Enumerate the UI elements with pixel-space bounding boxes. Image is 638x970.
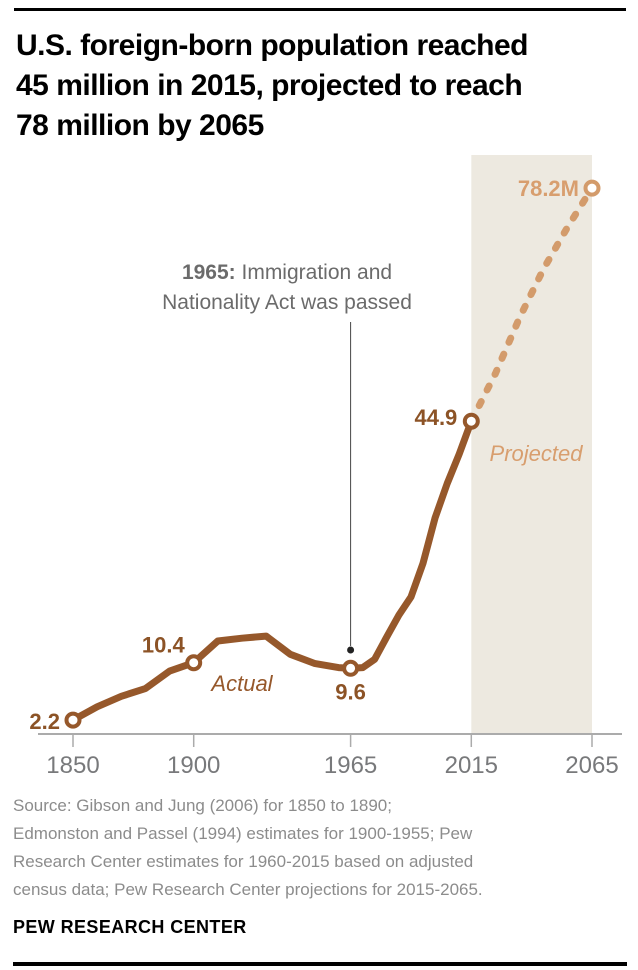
data-point-marker-1850: [64, 711, 82, 729]
annotation-line-1: 1965: Immigration and: [181, 261, 393, 284]
x-tick-label-2015: 2015: [445, 752, 498, 779]
line-chart: 1850 1900 1965 2015 2065 2.2 10.4 9.6 44…: [29, 155, 622, 779]
value-label-2015: 44.9: [414, 405, 457, 430]
bottom-rule: [13, 962, 627, 966]
value-label-2065: 78.2M: [518, 176, 579, 201]
x-tick-label-2065: 2065: [565, 752, 618, 779]
source-line-2: Edmonston and Passel (1994) estimates fo…: [13, 824, 473, 843]
x-tick-label-1850: 1850: [46, 752, 99, 779]
projected-series-line: [467, 184, 596, 425]
x-tick-label-1900: 1900: [167, 752, 220, 779]
source-line-3: Research Center estimates for 1960-2015 …: [13, 852, 474, 871]
value-label-1965: 9.6: [335, 679, 366, 704]
series-label-projected: Projected: [490, 441, 584, 466]
value-label-1850: 2.2: [29, 709, 60, 734]
annotation-1965: 1965: Immigration and Nationality Act wa…: [152, 258, 422, 318]
annotation-line-2: Nationality Act was passed: [162, 291, 412, 314]
source-line-1: Source: Gibson and Jung (2006) for 1850 …: [13, 796, 392, 815]
series-label-actual: Actual: [209, 671, 273, 696]
source-note: Source: Gibson and Jung (2006) for 1850 …: [13, 792, 630, 904]
annotation-year: 1965:: [181, 261, 236, 284]
chart-title: U.S. foreign-born population reached 45 …: [16, 26, 628, 146]
chart-title-line-1: U.S. foreign-born population reached: [16, 29, 529, 62]
actual-series-line: [69, 417, 475, 724]
projected-region-shading: [471, 155, 592, 734]
data-point-marker-1900: [185, 654, 203, 672]
data-point-marker-1965: [342, 659, 360, 677]
x-tick-label-1965: 1965: [324, 752, 377, 779]
top-rule: [14, 8, 626, 11]
data-point-marker-2065: [583, 179, 601, 197]
value-label-1900: 10.4: [142, 633, 186, 658]
brand-wordmark: PEW RESEARCH CENTER: [13, 917, 247, 937]
chart-title-line-3: 78 million by 2065: [16, 109, 264, 142]
x-axis-ticks: [72, 734, 593, 747]
source-line-4: census data; Pew Research Center project…: [13, 880, 483, 899]
annotation-dot: [347, 646, 355, 654]
data-point-marker-2015: [462, 412, 480, 430]
chart-title-line-2: 45 million in 2015, projected to reach: [16, 69, 523, 102]
